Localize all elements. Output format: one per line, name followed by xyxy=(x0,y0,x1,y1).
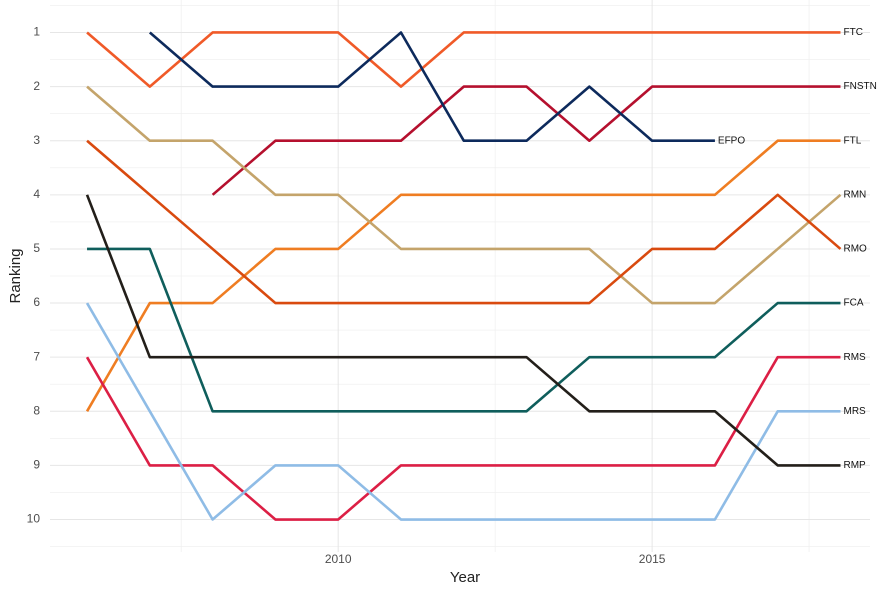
series-line xyxy=(86,139,842,305)
y-tick-label: 6 xyxy=(33,295,40,309)
series-line xyxy=(85,139,841,412)
x-tick-label: 2015 xyxy=(639,552,666,566)
series-line xyxy=(85,355,841,521)
y-tick-label: 5 xyxy=(33,241,40,255)
series-end-label: FCA xyxy=(843,298,863,309)
series-line xyxy=(87,247,841,413)
x-tick-label: 2010 xyxy=(325,552,352,566)
series-end-label: RMS xyxy=(843,352,866,363)
y-tick-label: 7 xyxy=(33,349,40,363)
y-tick-label: 9 xyxy=(33,458,40,472)
y-axis-title: Ranking xyxy=(7,248,24,303)
lines: FTC FNSTN EFPO FTL RMN RMO FCA RMS MRS RMP xyxy=(85,27,877,521)
series-line xyxy=(85,194,841,467)
series-end-label: RMN xyxy=(843,189,866,200)
y-tick-label: 3 xyxy=(33,133,40,147)
y-tick-label: 8 xyxy=(33,403,40,417)
y-tick-label: 4 xyxy=(33,187,40,201)
series-line xyxy=(85,302,841,521)
series-end-label: MRS xyxy=(843,406,866,417)
y-tick-label: 1 xyxy=(33,25,40,39)
series-line xyxy=(148,31,715,143)
y-tick-label: 2 xyxy=(33,79,40,93)
series-end-label: FTC xyxy=(843,27,862,38)
y-tick-label: 10 xyxy=(27,512,41,526)
series-line xyxy=(86,31,841,88)
series-end-label: RMO xyxy=(843,244,867,255)
series-line xyxy=(211,85,841,196)
series-end-label: RMP xyxy=(843,460,866,471)
series-end-label: FNSTN xyxy=(843,81,876,92)
series-end-label: EFPO xyxy=(718,135,745,146)
series-line xyxy=(86,85,842,305)
series-end-label: FTL xyxy=(843,135,861,146)
x-axis-title: Year xyxy=(450,569,480,586)
